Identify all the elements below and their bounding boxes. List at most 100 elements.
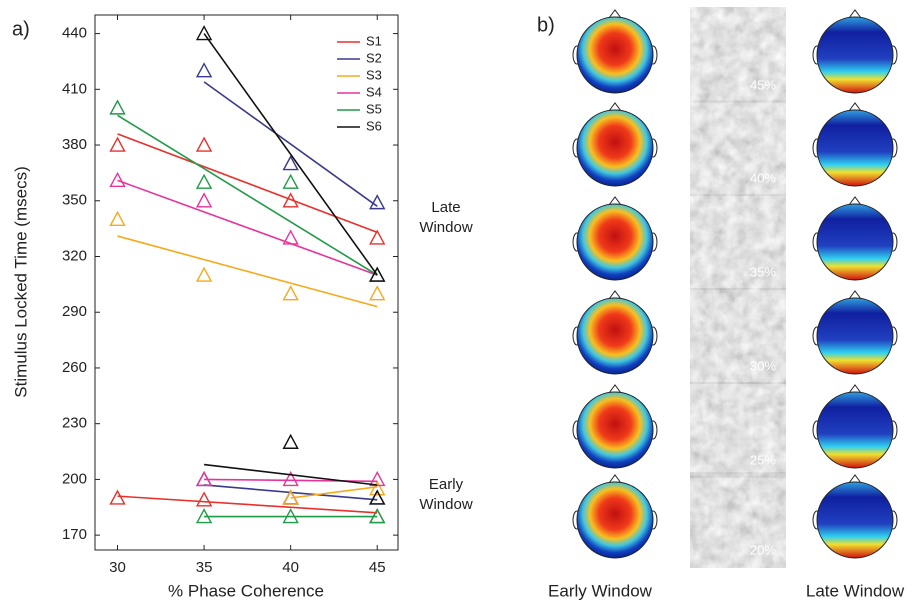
topomap (576, 16, 654, 94)
topomap (816, 203, 894, 281)
legend-label: S4 (366, 84, 382, 99)
nose (848, 290, 862, 300)
x-tick-label: 35 (196, 559, 213, 576)
data-point (195, 173, 213, 189)
y-tick-label: 440 (62, 25, 87, 42)
data-point (282, 173, 299, 189)
stimulus-image (698, 15, 778, 95)
stimulus-image (698, 108, 778, 188)
y-axis-label: Stimulus Locked Time (msecs) (11, 166, 30, 397)
nose (848, 474, 862, 484)
data-point (369, 470, 386, 487)
image-label: 40% (750, 170, 776, 185)
data-point (195, 508, 213, 524)
topomap (816, 16, 894, 94)
data-point (195, 266, 213, 282)
data-point (369, 285, 386, 301)
data-point (282, 285, 299, 301)
annotation: Window (419, 219, 473, 236)
data-point (195, 62, 213, 78)
stimulus-image (698, 296, 778, 376)
data-point (109, 489, 126, 505)
annotation: Early (429, 476, 464, 493)
data-point (282, 433, 299, 449)
legend-label: S5 (366, 101, 382, 116)
fit-line (117, 179, 378, 276)
data-point (369, 489, 386, 505)
data-point (195, 470, 213, 487)
data-point (109, 99, 126, 115)
fit-line (203, 81, 378, 207)
image-label: 45% (750, 77, 776, 92)
image-label: 35% (750, 264, 776, 279)
nose (608, 102, 622, 112)
y-tick-label: 170 (62, 526, 87, 543)
stimulus-image (698, 390, 778, 470)
column-label: Early Window (548, 581, 653, 600)
nose (608, 474, 622, 484)
fit-line (117, 235, 378, 308)
topomap (816, 109, 894, 187)
legend-label: S2 (366, 50, 382, 65)
data-point (195, 491, 213, 507)
y-tick-label: 230 (62, 415, 87, 432)
data-point (195, 136, 213, 152)
x-tick-label: 40 (282, 559, 299, 576)
data-point (369, 194, 386, 210)
stimulus-image (698, 202, 778, 282)
image-label: 30% (750, 358, 776, 373)
y-tick-label: 320 (62, 247, 87, 264)
nose (848, 196, 862, 206)
y-tick-label: 260 (62, 359, 87, 376)
fit-line (117, 133, 378, 234)
data-point (109, 136, 126, 152)
data-point (195, 192, 213, 208)
topomap (576, 109, 654, 187)
data-point (282, 489, 299, 505)
data-point (282, 470, 299, 487)
legend-label: S3 (366, 67, 382, 82)
data-point (369, 480, 386, 496)
fit-line (290, 486, 378, 499)
topomap (816, 481, 894, 559)
data-point (282, 508, 299, 524)
column-label: Late Window (806, 581, 905, 600)
nose (848, 102, 862, 112)
legend-label: S1 (366, 33, 382, 48)
panel-label: a) (12, 18, 30, 40)
fit-line (117, 495, 378, 514)
data-point (195, 25, 213, 41)
panel-b: 45% 40% 35% 30% 25% 20% Early Window Late Windo… (548, 9, 905, 600)
data-point (369, 229, 386, 245)
data-point (369, 266, 386, 282)
nose (848, 384, 862, 394)
panel-label: b) (537, 14, 555, 36)
topomap (576, 203, 654, 281)
data-point (109, 171, 126, 188)
y-tick-label: 200 (62, 470, 87, 487)
topomap (816, 297, 894, 375)
y-tick-label: 290 (62, 303, 87, 320)
topomap (576, 297, 654, 375)
legend-label: S6 (366, 118, 382, 133)
data-point (369, 489, 386, 505)
fit-line (117, 114, 378, 276)
y-tick-label: 410 (62, 80, 87, 97)
data-point (282, 229, 299, 245)
y-tick-label: 380 (62, 136, 87, 153)
nose (608, 9, 622, 19)
fit-line (203, 33, 378, 276)
data-point (282, 155, 299, 171)
image-label: 25% (750, 452, 776, 467)
image-label: 20% (750, 542, 776, 557)
topomap (576, 481, 654, 559)
annotation: Late (431, 199, 460, 216)
nose (848, 9, 862, 19)
nose (608, 290, 622, 300)
annotation: Window (419, 496, 473, 513)
nose (608, 384, 622, 394)
plot-frame (94, 14, 399, 551)
stimulus-image (698, 480, 778, 560)
x-tick-label: 30 (109, 559, 126, 576)
